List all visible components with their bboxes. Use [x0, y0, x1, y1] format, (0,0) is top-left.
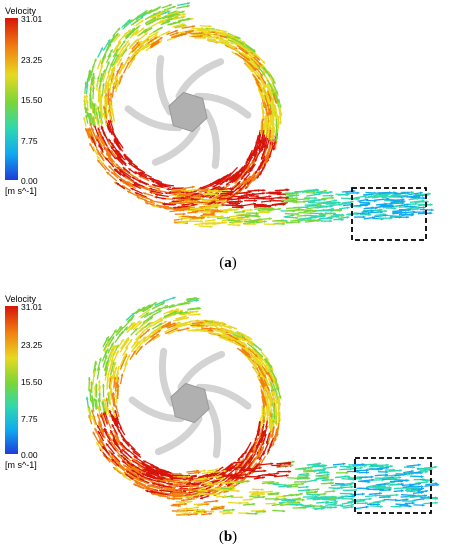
- legend-title-a: Velocity: [5, 6, 37, 16]
- legend-tick-min-a: 0.00: [21, 176, 38, 186]
- legend-tick-4-a: 7.75: [21, 136, 38, 146]
- legend-tick-max-b: 31.01: [21, 302, 43, 312]
- legend-color-bar-a: [5, 18, 18, 180]
- panel-a: Velocity 31.01 23.25 15.50 7.75 0.00 [m …: [5, 2, 434, 271]
- impeller-a: [124, 48, 252, 176]
- velocity-vector-plot-a: [83, 2, 434, 241]
- legend-tick-max-a: 31.01: [21, 14, 43, 24]
- volute-vectors-b: [85, 296, 440, 517]
- panel-b: Velocity 31.01 23.25 15.50 7.75 0.00 [m …: [0, 275, 456, 550]
- legend-title-b: Velocity: [5, 294, 37, 304]
- legend-color-bar-b: [5, 306, 18, 454]
- caption-b: (b): [218, 529, 238, 545]
- legend-unit-a: [m s^-1]: [5, 186, 37, 196]
- legend-tick-2-b: 23.25: [21, 340, 43, 350]
- outlet-highlight-box-a: [351, 187, 427, 241]
- velocity-vector-plot-b: [85, 296, 440, 517]
- volute-vectors-a: [83, 2, 434, 229]
- legend-tick-3-b: 15.50: [21, 377, 43, 387]
- legend-tick-3-a: 15.50: [21, 95, 43, 105]
- outlet-highlight-box-b: [354, 457, 432, 514]
- impeller-b: [128, 341, 252, 465]
- legend-tick-4-b: 7.75: [21, 414, 38, 424]
- legend-tick-min-b: 0.00: [21, 450, 38, 460]
- caption-a: (a): [219, 255, 237, 271]
- legend-tick-2-a: 23.25: [21, 55, 43, 65]
- legend-unit-b: [m s^-1]: [5, 460, 37, 470]
